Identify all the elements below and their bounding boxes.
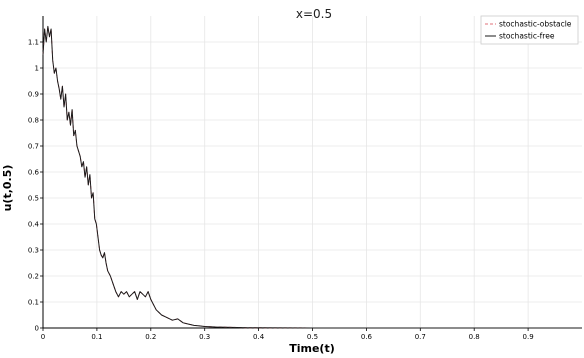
y-tick-label: 0.4 xyxy=(28,221,40,229)
legend-label-stochastic-free: stochastic-free xyxy=(499,32,555,41)
x-tick-label: 0 xyxy=(41,333,45,341)
y-tick-label: 0.6 xyxy=(28,169,40,177)
x-tick-label: 0.5 xyxy=(307,333,318,341)
x-tick-label: 0.3 xyxy=(199,333,210,341)
x-tick-label: 0.9 xyxy=(523,333,534,341)
y-tick-label: 0.5 xyxy=(28,195,39,203)
y-tick-label: 0.8 xyxy=(28,117,39,125)
x-tick-label: 0.1 xyxy=(91,333,102,341)
x-tick-label: 0.6 xyxy=(361,333,373,341)
grid-lines xyxy=(43,16,582,328)
y-tick-label: 1 xyxy=(35,65,39,73)
x-tick-label: 0.4 xyxy=(253,333,265,341)
x-tick-label: 0.2 xyxy=(145,333,156,341)
chart-title: x=0.5 xyxy=(296,7,332,21)
y-tick-label: 1.1 xyxy=(28,39,39,47)
series-layer xyxy=(42,25,582,329)
x-ticks: 0 0.1 0.2 0.3 0.4 0.5 0.6 0.7 0.8 0.9 xyxy=(41,328,534,341)
y-axis-label: u(t,0.5) xyxy=(1,165,14,212)
series-line-stochastic-free xyxy=(42,25,582,329)
x-tick-label: 0.8 xyxy=(469,333,480,341)
legend-box xyxy=(480,15,579,45)
y-ticks: 0 0.1 0.2 0.3 0.4 0.5 0.6 0.7 0.8 0.9 1 1.1 xyxy=(28,39,43,333)
x-axis-label: Time(t) xyxy=(289,342,335,355)
x-tick-label: 0.7 xyxy=(415,333,426,341)
y-tick-label: 0.3 xyxy=(28,247,39,255)
y-tick-label: 0.1 xyxy=(28,299,39,307)
y-tick-label: 0.7 xyxy=(28,143,39,151)
legend-label-stochastic-obstacle: stochastic-obstacle xyxy=(499,20,572,29)
y-tick-label: 0.9 xyxy=(28,91,39,99)
y-tick-label: 0 xyxy=(35,325,39,333)
legend: stochastic-obstacle stochastic-free xyxy=(480,15,579,45)
y-tick-label: 0.2 xyxy=(28,273,39,281)
